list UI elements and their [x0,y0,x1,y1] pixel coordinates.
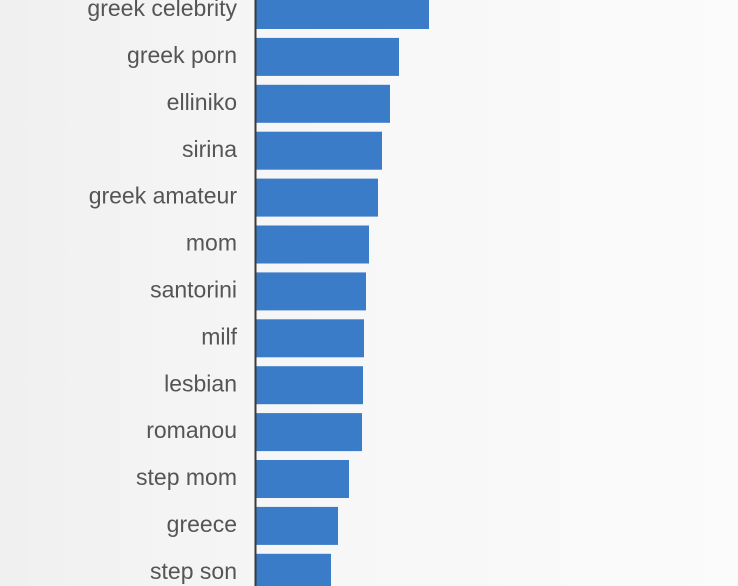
y-tick-label: santorini [150,276,237,302]
y-tick-label: step son [150,558,237,584]
bar [256,0,429,29]
y-tick-label: greek celebrity [87,0,237,21]
y-tick-label: greece [167,511,237,537]
y-tick-label: romanou [146,417,237,443]
bar [256,272,366,311]
bar [256,460,349,498]
y-tick-label: milf [201,323,237,349]
bar [256,84,390,123]
bar [256,366,363,405]
bar [256,178,378,217]
y-tick-label: greek porn [127,42,237,68]
y-tick-label: elliniko [167,89,237,115]
y-tick-label: mom [186,230,237,256]
bar [256,553,331,586]
y-tick-label: greek amateur [89,183,238,209]
y-tick-label: sirina [182,136,237,162]
bar [256,225,369,264]
bar [256,506,338,545]
bar [256,319,364,358]
bar [256,131,382,170]
y-tick-label: lesbian [164,370,237,396]
bar [256,413,362,452]
bar [256,37,399,76]
y-tick-label: step mom [136,464,237,490]
